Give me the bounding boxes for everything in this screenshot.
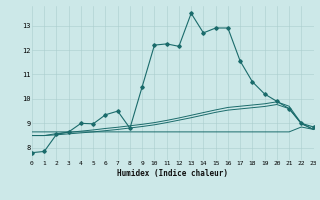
X-axis label: Humidex (Indice chaleur): Humidex (Indice chaleur) xyxy=(117,169,228,178)
